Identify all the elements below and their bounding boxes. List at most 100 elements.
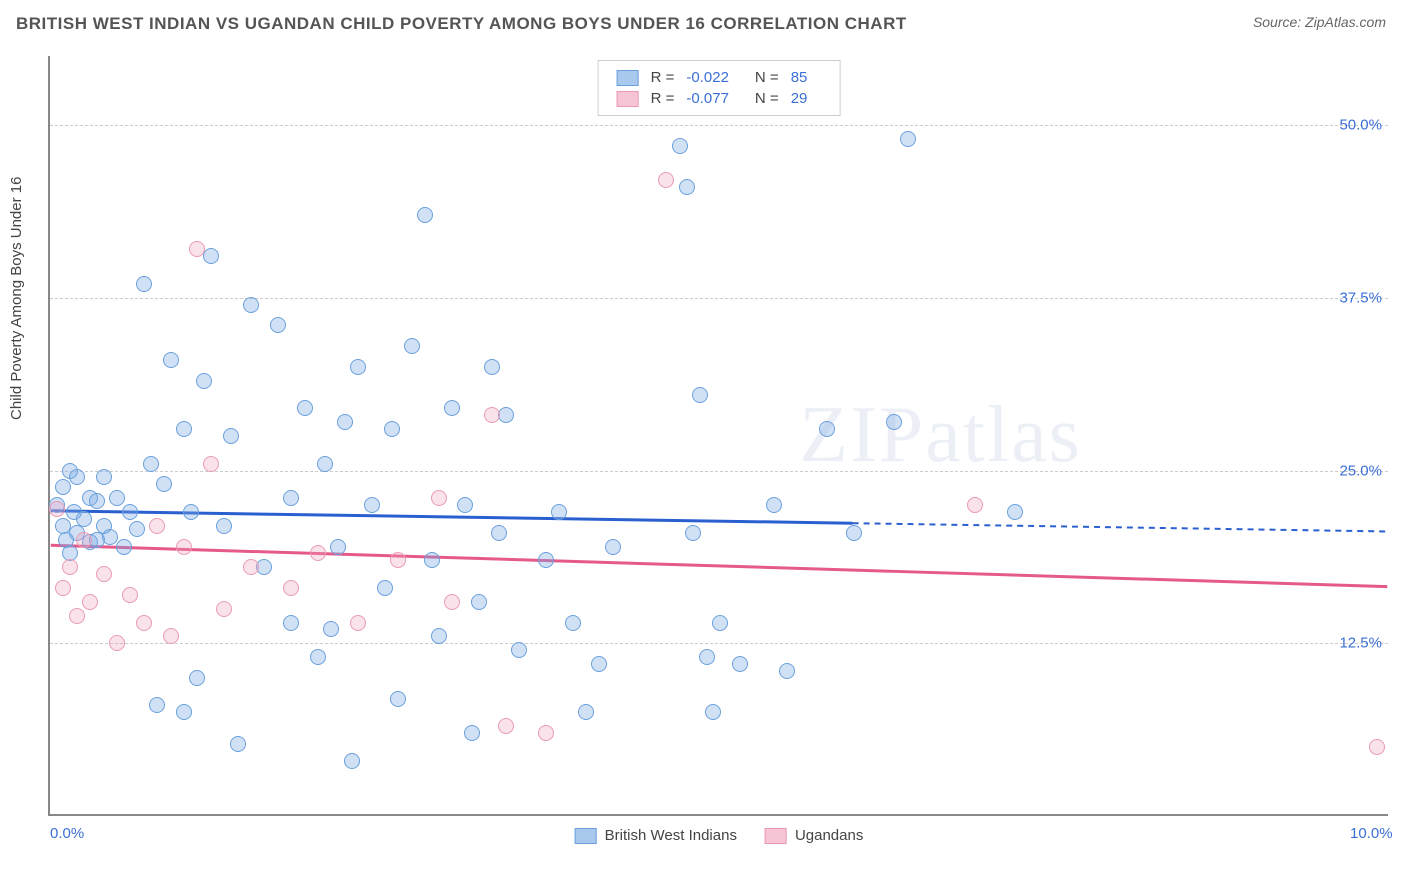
data-point (846, 525, 862, 541)
data-point (457, 497, 473, 513)
data-point (692, 387, 708, 403)
data-point (163, 628, 179, 644)
data-point (491, 525, 507, 541)
data-point (176, 421, 192, 437)
gridline (50, 643, 1388, 644)
data-point (384, 421, 400, 437)
data-point (317, 456, 333, 472)
legend-row-ugandan: R = -0.077 N = 29 (617, 88, 822, 109)
y-tick-label: 50.0% (1339, 117, 1382, 134)
data-point (82, 594, 98, 610)
y-tick-label: 12.5% (1339, 635, 1382, 652)
data-point (49, 501, 65, 517)
data-point (243, 559, 259, 575)
data-point (136, 615, 152, 631)
data-point (270, 317, 286, 333)
data-point (431, 490, 447, 506)
data-point (196, 373, 212, 389)
data-point (377, 580, 393, 596)
data-point (417, 207, 433, 223)
data-point (967, 497, 983, 513)
data-point (310, 649, 326, 665)
chart-title: BRITISH WEST INDIAN VS UGANDAN CHILD POV… (16, 14, 907, 34)
data-point (129, 521, 145, 537)
data-point (310, 545, 326, 561)
x-tick-label: 10.0% (1350, 825, 1393, 842)
data-point (69, 608, 85, 624)
x-tick-label: 0.0% (50, 825, 84, 842)
data-point (390, 691, 406, 707)
swatch-bwi-bottom (575, 828, 597, 844)
gridline (50, 125, 1388, 126)
data-point (484, 359, 500, 375)
data-point (350, 359, 366, 375)
data-point (390, 552, 406, 568)
data-point (283, 580, 299, 596)
data-point (136, 276, 152, 292)
data-point (122, 504, 138, 520)
data-point (323, 621, 339, 637)
data-point (565, 615, 581, 631)
data-point (658, 172, 674, 188)
y-tick-label: 25.0% (1339, 462, 1382, 479)
data-point (605, 539, 621, 555)
data-point (471, 594, 487, 610)
data-point (76, 511, 92, 527)
data-point (330, 539, 346, 555)
data-point (699, 649, 715, 665)
legend-item-bwi: British West Indians (575, 827, 737, 844)
scatter-chart: ZIPatlas R = -0.022 N = 85 R = -0.077 N … (48, 56, 1388, 816)
data-point (189, 670, 205, 686)
data-point (685, 525, 701, 541)
y-tick-label: 37.5% (1339, 289, 1382, 306)
data-point (1369, 739, 1385, 755)
correlation-legend: R = -0.022 N = 85 R = -0.077 N = 29 (598, 60, 841, 116)
swatch-ugandan-bottom (765, 828, 787, 844)
data-point (404, 338, 420, 354)
legend-row-bwi: R = -0.022 N = 85 (617, 67, 822, 88)
data-point (243, 297, 259, 313)
data-point (203, 456, 219, 472)
data-point (591, 656, 607, 672)
data-point (431, 628, 447, 644)
y-axis-label: Child Poverty Among Boys Under 16 (8, 177, 25, 420)
swatch-bwi (617, 70, 639, 86)
data-point (297, 400, 313, 416)
data-point (76, 532, 92, 548)
data-point (364, 497, 380, 513)
legend-item-ugandan: Ugandans (765, 827, 863, 844)
data-point (444, 594, 460, 610)
data-point (223, 428, 239, 444)
data-point (149, 697, 165, 713)
data-point (149, 518, 165, 534)
data-point (819, 421, 835, 437)
data-point (551, 504, 567, 520)
data-point (156, 476, 172, 492)
data-point (216, 601, 232, 617)
gridline (50, 471, 1388, 472)
data-point (89, 493, 105, 509)
data-point (766, 497, 782, 513)
data-point (498, 718, 514, 734)
data-point (705, 704, 721, 720)
data-point (679, 179, 695, 195)
trend-lines (50, 56, 1388, 814)
data-point (109, 490, 125, 506)
data-point (96, 566, 112, 582)
data-point (183, 504, 199, 520)
data-point (779, 663, 795, 679)
data-point (732, 656, 748, 672)
data-point (109, 635, 125, 651)
data-point (900, 131, 916, 147)
data-point (122, 587, 138, 603)
data-point (230, 736, 246, 752)
data-point (578, 704, 594, 720)
data-point (337, 414, 353, 430)
data-point (176, 704, 192, 720)
data-point (511, 642, 527, 658)
data-point (344, 753, 360, 769)
source-attribution: Source: ZipAtlas.com (1253, 14, 1386, 30)
series-legend: British West Indians Ugandans (575, 827, 864, 844)
data-point (189, 241, 205, 257)
watermark: ZIPatlas (799, 390, 1082, 481)
